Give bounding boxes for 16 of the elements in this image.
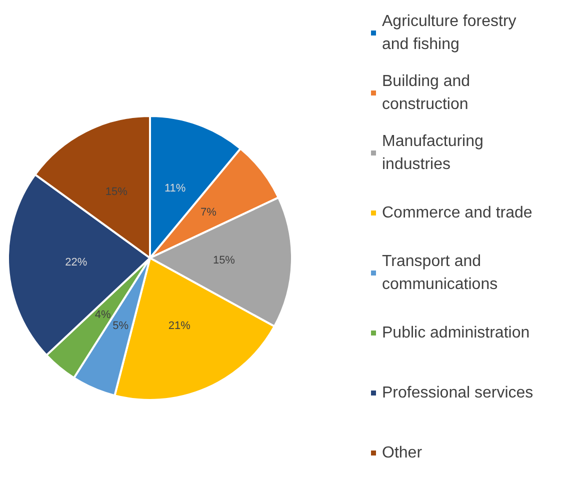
data-label: 22% [65, 256, 88, 269]
legend-label: Other [382, 444, 423, 462]
data-label: 4% [94, 309, 111, 322]
data-label: 21% [168, 320, 191, 332]
legend-label: Building and construction [382, 73, 475, 113]
data-label: 7% [200, 206, 217, 219]
data-label: 5% [112, 320, 129, 332]
data-label: 15% [105, 186, 128, 198]
legend-label: Agriculture forestry and fishing [382, 13, 521, 53]
data-label: 11% [164, 182, 186, 194]
legend-label: Commerce and trade [382, 204, 532, 222]
legend-label: Manufacturing industries [382, 133, 488, 173]
legend-label: Transport and communications [382, 253, 498, 293]
legend-label: Public administration [382, 324, 530, 342]
legend-label: Professional services [382, 384, 534, 402]
data-label: 15% [212, 254, 236, 266]
